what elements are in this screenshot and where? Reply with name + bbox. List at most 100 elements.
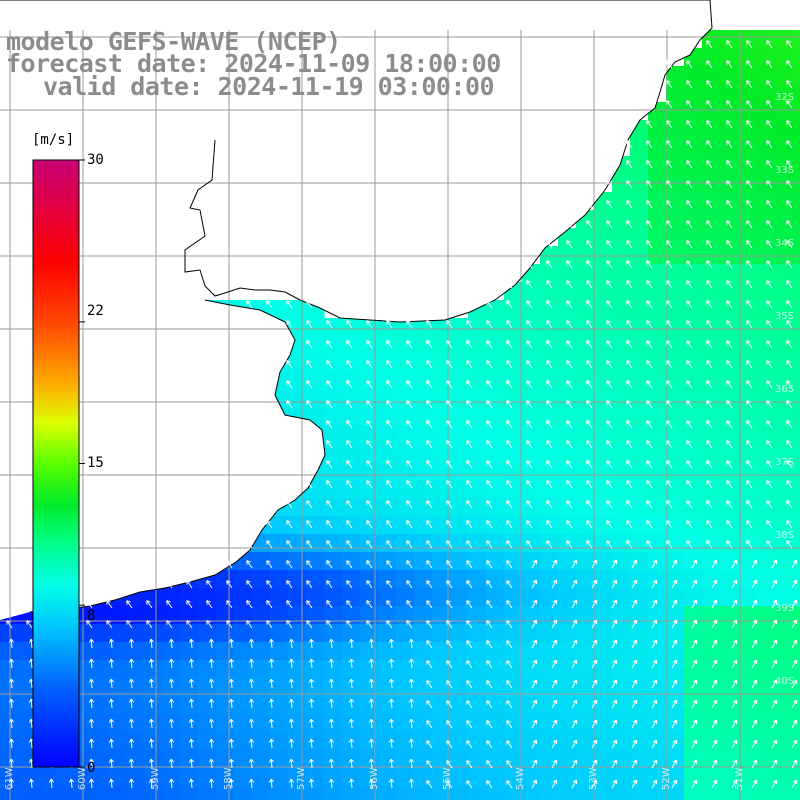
wind-cell xyxy=(630,714,649,733)
wind-cell xyxy=(594,282,613,301)
wind-cell xyxy=(198,606,217,625)
wind-arrow xyxy=(486,760,493,769)
wind-arrow xyxy=(626,220,633,229)
wind-cell xyxy=(522,606,541,625)
wind-arrow xyxy=(551,759,558,769)
wind-arrow xyxy=(771,579,778,589)
wind-cell xyxy=(792,156,800,175)
wind-arrow xyxy=(591,619,598,629)
wind-cell xyxy=(522,300,541,319)
wind-cell xyxy=(630,462,649,481)
wind-cell xyxy=(702,606,721,625)
wind-cell xyxy=(702,246,721,265)
wind-cell xyxy=(792,336,800,355)
wind-cell xyxy=(684,570,703,589)
wind-cell xyxy=(774,462,793,481)
wind-cell xyxy=(576,660,595,679)
wind-arrow xyxy=(686,200,693,209)
wind-cell xyxy=(792,480,800,499)
coastline-south xyxy=(29,299,326,613)
wind-arrow xyxy=(751,599,758,609)
wind-cell xyxy=(684,66,703,85)
wind-arrow xyxy=(506,360,513,369)
wind-cell xyxy=(486,750,505,769)
wind-arrow xyxy=(671,659,678,669)
wind-arrow xyxy=(786,260,793,269)
wind-arrow xyxy=(746,440,753,449)
wind-cell xyxy=(306,480,325,499)
wind-cell xyxy=(414,768,433,787)
wind-arrow xyxy=(771,719,778,729)
longitude-label: 54W xyxy=(515,767,526,790)
wind-arrow xyxy=(426,460,433,469)
wind-arrow xyxy=(691,739,698,749)
wind-cell xyxy=(738,642,757,661)
wind-cell xyxy=(252,570,271,589)
wind-arrow xyxy=(746,80,753,89)
wind-arrow xyxy=(746,360,753,369)
wind-cell xyxy=(684,282,703,301)
wind-cell xyxy=(594,552,613,571)
wind-arrow xyxy=(771,699,778,709)
wind-arrow xyxy=(711,619,718,629)
wind-arrow xyxy=(248,718,254,729)
wind-arrow xyxy=(726,200,733,209)
wind-cell xyxy=(270,588,289,607)
wind-cell xyxy=(306,570,325,589)
wind-cell xyxy=(486,678,505,697)
wind-arrow xyxy=(566,440,573,449)
wind-arrow xyxy=(666,120,673,129)
wind-arrow xyxy=(326,440,333,449)
wind-arrow xyxy=(631,699,638,709)
wind-cell xyxy=(252,642,271,661)
wind-cell xyxy=(558,768,577,787)
wind-arrow xyxy=(326,380,333,389)
wind-cell xyxy=(162,642,181,661)
wind-arrow xyxy=(466,620,473,629)
wind-cell xyxy=(612,660,631,679)
wind-arrow xyxy=(731,719,738,729)
wind-cell xyxy=(522,480,541,499)
wind-arrow xyxy=(466,580,473,589)
wind-arrow xyxy=(786,140,793,149)
wind-arrow xyxy=(746,380,753,389)
wind-cell xyxy=(432,354,451,373)
wind-cell xyxy=(558,750,577,769)
wind-arrow xyxy=(546,500,553,509)
wind-cell xyxy=(540,678,559,697)
wind-cell xyxy=(774,624,793,643)
wind-arrow xyxy=(686,140,693,149)
wind-cell xyxy=(504,750,523,769)
wind-cell xyxy=(252,552,271,571)
wind-cell xyxy=(594,318,613,337)
wind-arrow xyxy=(531,739,538,749)
wind-arrow xyxy=(646,220,653,229)
land-south xyxy=(0,300,325,800)
wind-arrow xyxy=(566,320,573,329)
wind-cell xyxy=(594,210,613,229)
wind-cell xyxy=(558,318,577,337)
wind-cell xyxy=(594,588,613,607)
wind-cell xyxy=(720,786,739,800)
wind-arrow xyxy=(726,260,733,269)
wind-arrow xyxy=(308,698,314,709)
wind-cell xyxy=(522,516,541,535)
wind-arrow xyxy=(266,620,273,629)
wind-arrow xyxy=(586,420,593,429)
wind-arrow xyxy=(506,380,513,389)
wind-arrow xyxy=(711,599,718,609)
wind-arrow xyxy=(546,420,553,429)
wind-arrow xyxy=(366,420,373,429)
wind-arrow xyxy=(188,658,194,669)
wind-arrow xyxy=(88,718,94,729)
wind-arrow xyxy=(348,698,354,709)
wind-arrow xyxy=(106,600,113,609)
wind-arrow xyxy=(586,460,593,469)
wind-cell xyxy=(360,390,379,409)
wind-cell xyxy=(162,786,181,800)
wind-arrow xyxy=(671,619,678,629)
wind-arrow xyxy=(746,500,753,509)
wind-arrow xyxy=(526,380,533,389)
wind-arrow xyxy=(691,659,698,669)
wind-arrow xyxy=(626,480,633,489)
